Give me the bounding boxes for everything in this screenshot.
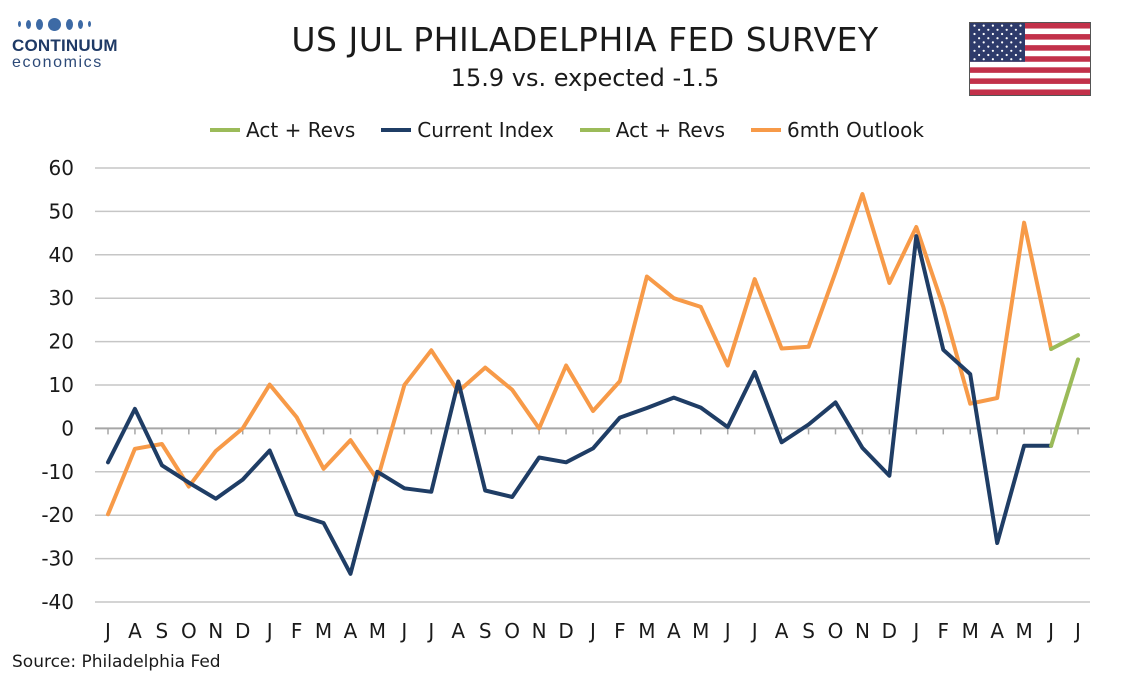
- x-tick-label: O: [181, 619, 197, 643]
- x-tick-label: N: [532, 619, 547, 643]
- legend-swatch: [751, 128, 781, 132]
- x-tick-label: J: [750, 619, 758, 643]
- logo-dots-icon: [18, 14, 142, 34]
- x-tick-label: J: [1073, 619, 1081, 643]
- us-flag-icon: [969, 22, 1091, 96]
- y-tick-label: 50: [49, 199, 74, 223]
- y-tick-label: 30: [49, 286, 74, 310]
- series-line-act-revs-outlook: [1049, 333, 1080, 351]
- series-line-act-revs-current: [1049, 357, 1080, 448]
- legend-item-act-revs-2: Act + Revs: [579, 118, 725, 142]
- x-tick-label: A: [451, 619, 465, 643]
- x-tick-label: J: [1046, 619, 1054, 643]
- x-tick-label: N: [855, 619, 870, 643]
- series-line-6mth-outlook: [106, 192, 1054, 517]
- chart-legend: Act + Revs Current Index Act + Revs 6mth…: [0, 118, 1134, 142]
- source-note: Source: Philadelphia Fed: [12, 652, 221, 672]
- legend-swatch: [381, 128, 412, 132]
- y-tick-label: 60: [49, 156, 74, 180]
- legend-item-6mth-outlook: 6mth Outlook: [751, 118, 924, 142]
- x-tick-label: A: [990, 619, 1004, 643]
- y-tick-label: -10: [41, 460, 74, 484]
- x-tick-label: M: [315, 619, 332, 643]
- x-tick-label: A: [667, 619, 681, 643]
- x-tick-label: O: [504, 619, 520, 643]
- legend-label: 6mth Outlook: [787, 118, 924, 142]
- x-tick-label: A: [775, 619, 789, 643]
- chart-subtitle: 15.9 vs. expected -1.5: [450, 64, 720, 92]
- x-tick-label: M: [962, 619, 979, 643]
- x-tick-label: J: [911, 619, 919, 643]
- x-tick-label: N: [208, 619, 223, 643]
- y-tick-label: 40: [49, 243, 74, 267]
- legend-swatch: [579, 128, 610, 132]
- x-tick-label: J: [265, 619, 273, 643]
- x-tick-label: F: [614, 619, 626, 643]
- x-tick-label: M: [369, 619, 386, 643]
- x-tick-label: A: [344, 619, 358, 643]
- x-tick-label: M: [638, 619, 655, 643]
- series-line-current-index: [106, 234, 1054, 576]
- x-tick-label: J: [399, 619, 407, 643]
- legend-swatch: [210, 128, 241, 132]
- x-tick-label: F: [291, 619, 303, 643]
- legend-label: Act + Revs: [246, 118, 356, 142]
- x-tick-label: M: [1015, 619, 1032, 643]
- x-tick-label: J: [723, 619, 731, 643]
- legend-item-act-revs: Act + Revs: [210, 118, 355, 142]
- x-tick-label: A: [128, 619, 142, 643]
- legend-label: Current Index: [417, 118, 554, 142]
- x-tick-label: D: [882, 619, 897, 643]
- x-tick-label: O: [828, 619, 844, 643]
- y-tick-label: -30: [41, 547, 74, 571]
- x-tick-label: M: [692, 619, 709, 643]
- x-tick-label: S: [156, 619, 169, 643]
- y-tick-label: 20: [49, 330, 74, 354]
- y-tick-label: 0: [61, 416, 74, 440]
- legend-item-current-index: Current Index: [381, 118, 554, 142]
- continuum-logo: CONTINUUM economics: [12, 14, 142, 72]
- y-tick-label: -40: [41, 590, 74, 614]
- logo-name: CONTINUUM: [12, 36, 118, 55]
- x-tick-label: J: [588, 619, 596, 643]
- y-tick-label: -20: [41, 503, 74, 527]
- legend-label: Act + Revs: [615, 118, 725, 142]
- x-tick-label: S: [479, 619, 492, 643]
- x-tick-label: J: [426, 619, 434, 643]
- x-tick-label: J: [103, 619, 111, 643]
- x-tick-label: D: [558, 619, 573, 643]
- chart-title: US JUL PHILADELPHIA FED SURVEY: [291, 20, 879, 59]
- x-tick-label: S: [802, 619, 815, 643]
- y-tick-label: 10: [49, 373, 74, 397]
- logo-subtitle: economics: [12, 54, 103, 71]
- x-tick-label: F: [938, 619, 950, 643]
- x-tick-label: D: [235, 619, 250, 643]
